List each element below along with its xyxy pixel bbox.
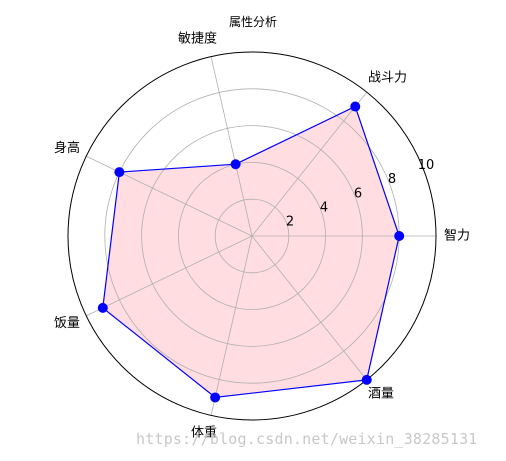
spoke-line [86, 235, 253, 317]
category-label: 体重 [191, 424, 217, 440]
category-label: 身高 [54, 140, 80, 156]
radial-tick-label: 4 [320, 200, 328, 215]
data-point-marker [361, 374, 372, 385]
category-label: 饭量 [54, 316, 80, 331]
chart-title: 属性分析 [228, 15, 277, 29]
category-label: 战斗力 [368, 71, 407, 86]
spoke-line [86, 155, 253, 237]
radial-tick-label: 10 [418, 158, 435, 173]
radial-tick-label: 8 [388, 172, 396, 187]
data-point-marker [350, 101, 361, 112]
category-label: 敏捷度 [178, 31, 217, 47]
data-point-marker [394, 231, 405, 241]
spoke-line [210, 56, 253, 237]
data-point-marker [97, 302, 108, 313]
data-point-marker [230, 159, 241, 170]
outer-frame-circle [67, 51, 437, 421]
category-label: 智力 [444, 229, 470, 244]
spoke-line [251, 91, 368, 237]
data-point-marker [210, 392, 221, 403]
radial-tick-label: 6 [354, 186, 362, 201]
series-line [102, 105, 400, 399]
data-point-marker [114, 167, 125, 178]
series-fill-area [102, 106, 400, 398]
spoke-line [210, 235, 253, 416]
spoke-line [251, 235, 368, 381]
radial-tick-label: 2 [286, 214, 294, 229]
category-label: 酒量 [368, 386, 394, 401]
watermark-text: https://blog.csdn.net/weixin_38285131 [136, 430, 478, 448]
